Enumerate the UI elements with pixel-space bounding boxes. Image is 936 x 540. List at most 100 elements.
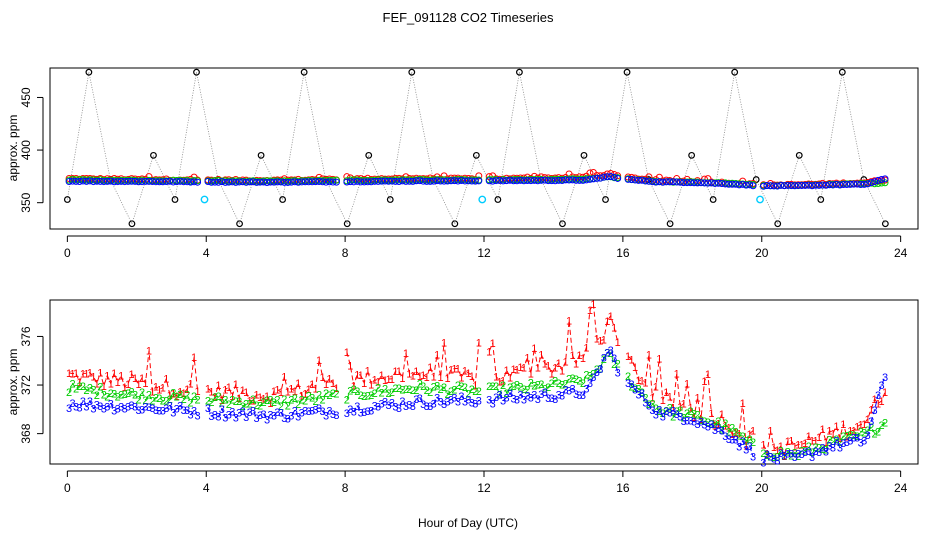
series-2-marker: 2 xyxy=(667,402,673,414)
series-3-marker: 3 xyxy=(653,410,659,422)
level3-point xyxy=(846,180,854,188)
series-3-marker: 3 xyxy=(66,403,72,415)
level3-point xyxy=(183,178,191,186)
series-3-marker: 3 xyxy=(306,406,312,418)
series-3-marker: 3 xyxy=(424,401,430,413)
series-1-marker: 1 xyxy=(556,358,562,370)
level1-point xyxy=(364,174,372,182)
series-1-marker: 1 xyxy=(615,337,621,349)
series-1-marker: 1 xyxy=(837,433,843,445)
series-2-marker: 2 xyxy=(649,399,655,411)
series-2-marker: 2 xyxy=(726,426,732,438)
series-2-marker: 2 xyxy=(785,446,791,458)
series-2-marker: 2 xyxy=(427,387,433,399)
series-2-marker: 2 xyxy=(701,416,707,428)
series-1-marker: 1 xyxy=(458,373,464,385)
series-2-marker: 2 xyxy=(642,392,648,404)
level3-point xyxy=(107,177,115,185)
series-3-marker: 3 xyxy=(115,404,121,416)
series-2-marker: 2 xyxy=(365,391,371,403)
series-3-marker: 3 xyxy=(181,405,187,417)
series-2-marker: 2 xyxy=(601,354,607,366)
series-3-marker: 3 xyxy=(420,399,426,411)
series-3-marker: 3 xyxy=(153,405,159,417)
series-2-marker: 2 xyxy=(160,396,166,408)
series-3-marker: 3 xyxy=(125,401,131,413)
series-1-marker: 1 xyxy=(184,384,190,396)
level3-point xyxy=(728,180,736,188)
series-3-marker: 3 xyxy=(351,406,357,418)
series-1-marker: 1 xyxy=(514,365,520,377)
level3-point xyxy=(694,179,702,187)
series-2-marker: 2 xyxy=(403,384,409,396)
series-3-marker: 3 xyxy=(601,353,607,365)
series-2-marker: 2 xyxy=(125,388,131,400)
level3-point xyxy=(697,179,705,187)
series-1-marker: 1 xyxy=(403,348,409,360)
series-3-marker: 3 xyxy=(760,457,766,469)
series-2-marker: 2 xyxy=(705,417,711,429)
series-1-marker: 1 xyxy=(872,394,878,406)
level3-point xyxy=(364,178,372,186)
level3-point xyxy=(360,178,368,186)
level3-point xyxy=(798,181,806,189)
level3-point xyxy=(763,182,771,190)
series-2-marker: 2 xyxy=(424,385,430,397)
level3-point xyxy=(607,173,615,181)
series-2-marker: 2 xyxy=(264,395,270,407)
level2-point xyxy=(350,176,358,184)
series-1-marker: 1 xyxy=(500,375,506,387)
series-1-marker: 1 xyxy=(181,388,187,400)
series-1-marker: 1 xyxy=(684,378,690,390)
level3-point xyxy=(652,178,660,186)
level3-point xyxy=(228,178,236,186)
series-2-marker: 2 xyxy=(715,416,721,428)
series-2-marker: 2 xyxy=(826,434,832,446)
level3-point xyxy=(305,178,313,186)
series-3-marker: 3 xyxy=(281,413,287,425)
x-axis-label: Hour of Day (UTC) xyxy=(418,516,518,530)
series-1-marker: 1 xyxy=(97,368,103,380)
series-2-marker: 2 xyxy=(358,390,364,402)
level3-point xyxy=(454,177,462,185)
series-2-marker: 2 xyxy=(816,442,822,454)
series-2-marker: 2 xyxy=(80,381,86,393)
series-3-marker: 3 xyxy=(698,416,704,428)
level3-point xyxy=(256,178,264,186)
series-3-marker: 3 xyxy=(840,438,846,450)
series-3-marker: 3 xyxy=(795,448,801,460)
series-2-marker: 2 xyxy=(299,394,305,406)
series-3-marker: 3 xyxy=(174,404,180,416)
level3-point xyxy=(725,180,733,188)
calibration-trace xyxy=(669,155,693,224)
series-2-marker: 2 xyxy=(535,379,541,391)
level3-point xyxy=(155,178,163,186)
series-3-marker: 3 xyxy=(250,405,256,417)
series-3-marker: 3 xyxy=(587,378,593,390)
level3-point xyxy=(808,182,816,190)
series-3-marker: 3 xyxy=(642,397,648,409)
series-2-marker: 2 xyxy=(788,450,794,462)
series-1-marker: 1 xyxy=(535,362,541,374)
level3-point xyxy=(558,176,566,184)
series-2-marker: 2 xyxy=(792,448,798,460)
series-1-marker: 1 xyxy=(115,377,121,389)
level3-point xyxy=(575,176,583,184)
series-3-marker: 3 xyxy=(70,398,76,410)
level3-point xyxy=(110,178,118,186)
series-1-marker: 1 xyxy=(434,349,440,361)
series-2-marker: 2 xyxy=(243,399,249,411)
level3-point xyxy=(423,177,431,185)
series-2-marker: 2 xyxy=(333,388,339,400)
series-2-marker: 2 xyxy=(851,430,857,442)
calibration-point xyxy=(193,68,200,76)
series-1-marker: 1 xyxy=(788,435,794,447)
series-1-marker: 1 xyxy=(625,351,631,363)
series-3-marker: 3 xyxy=(833,436,839,448)
level3-point xyxy=(707,179,715,187)
series-1-marker: 1 xyxy=(132,373,138,385)
series-1-marker: 1 xyxy=(229,391,235,403)
series-1-marker: 1 xyxy=(177,387,183,399)
level3-point xyxy=(152,178,160,186)
